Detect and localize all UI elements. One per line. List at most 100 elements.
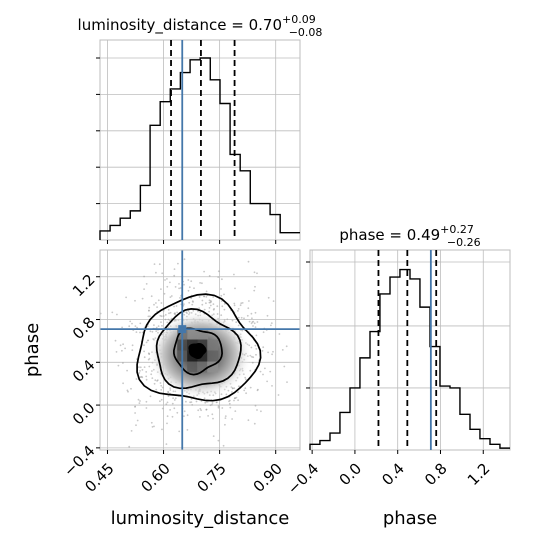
sample-point	[139, 370, 141, 372]
sample-point	[139, 322, 142, 325]
sample-point	[198, 296, 201, 298]
sample-point	[153, 382, 156, 385]
sample-point	[155, 388, 158, 391]
sample-point	[259, 370, 262, 373]
frame-joint	[99, 249, 301, 451]
sample-point	[126, 389, 129, 392]
sample-point	[233, 304, 236, 307]
sample-point	[145, 341, 148, 344]
sample-point	[206, 401, 209, 403]
sample-point	[300, 344, 302, 346]
sample-point	[169, 409, 172, 411]
sample-point	[138, 366, 140, 368]
sample-point	[286, 381, 288, 383]
sample-point	[233, 397, 236, 400]
sample-point	[159, 314, 162, 317]
sample-point	[183, 258, 186, 261]
sample-point	[266, 380, 268, 383]
sample-point	[185, 400, 187, 403]
sample-point	[254, 344, 257, 347]
sample-point	[248, 300, 250, 302]
sample-point	[256, 409, 258, 411]
sample-point	[145, 378, 148, 381]
sample-point	[237, 310, 239, 312]
sample-point	[245, 378, 247, 381]
sample-point	[154, 379, 157, 382]
sample-point	[217, 405, 220, 408]
sample-point	[157, 325, 160, 327]
sample-point	[247, 419, 250, 422]
sample-point	[160, 288, 162, 290]
sample-point	[166, 422, 168, 425]
sample-point	[260, 410, 262, 413]
sample-point	[267, 351, 269, 354]
sample-point	[224, 423, 226, 426]
sample-point	[173, 268, 176, 270]
sample-point	[221, 305, 224, 308]
sample-point	[234, 410, 237, 412]
xlabel-luminosity-distance: luminosity_distance	[111, 508, 290, 529]
sample-point	[237, 308, 240, 310]
sample-point	[231, 391, 233, 393]
sample-point	[205, 408, 208, 411]
sample-point	[234, 287, 236, 290]
sample-point	[151, 330, 154, 333]
sample-point	[220, 294, 223, 297]
sample-point	[247, 307, 250, 310]
sample-point	[168, 312, 170, 315]
sample-point	[231, 418, 234, 420]
sample-point	[183, 283, 185, 286]
sample-point	[216, 401, 218, 403]
sample-point	[207, 415, 210, 417]
sample-point	[269, 370, 272, 373]
sample-point	[165, 443, 168, 445]
sample-point	[122, 343, 124, 346]
sample-point	[225, 393, 228, 396]
sample-point	[217, 276, 220, 278]
sample-point	[186, 414, 189, 417]
sample-point	[252, 356, 255, 359]
sample-point	[189, 216, 191, 218]
quantiles-luminosity-distance	[170, 40, 236, 240]
sample-point	[270, 324, 272, 327]
sample-point	[237, 391, 239, 393]
sample-point	[262, 346, 265, 349]
sample-point	[249, 386, 252, 389]
sample-point	[136, 419, 139, 422]
sample-point	[145, 375, 148, 378]
sample-point	[131, 349, 134, 351]
sample-point	[186, 429, 189, 431]
sample-point	[190, 398, 193, 400]
sample-point	[257, 388, 259, 391]
sample-point	[150, 373, 153, 376]
sample-point	[272, 350, 274, 353]
sample-point	[155, 271, 157, 274]
sample-point	[161, 386, 164, 389]
sample-point	[220, 288, 222, 290]
sample-point	[253, 422, 256, 425]
sample-point	[233, 273, 235, 276]
sample-point	[153, 263, 156, 265]
ytick-label-joint-2: 0.4	[69, 356, 99, 386]
sample-point	[143, 344, 145, 347]
sample-point	[141, 369, 144, 371]
sample-point	[176, 311, 179, 314]
sample-point	[140, 375, 143, 378]
sample-point	[149, 315, 151, 318]
sample-point	[271, 353, 273, 356]
sample-point	[228, 402, 231, 405]
sample-point	[223, 308, 226, 311]
sample-point	[254, 326, 257, 328]
sample-point	[176, 411, 179, 414]
sample-point	[167, 395, 170, 397]
sample-point	[271, 385, 273, 387]
sample-point	[151, 377, 154, 379]
sample-point	[209, 404, 212, 407]
sample-point	[209, 304, 212, 307]
histogram-luminosity-distance	[99, 57, 300, 240]
frame-right	[309, 249, 511, 451]
sample-point	[174, 397, 177, 400]
density-cell-2	[197, 328, 209, 340]
sample-point	[262, 373, 264, 376]
sample-point	[156, 306, 159, 308]
